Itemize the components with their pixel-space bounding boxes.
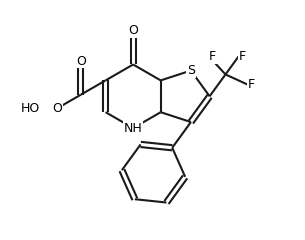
Text: NH: NH [124,122,142,135]
Text: O: O [128,24,138,37]
Text: S: S [187,64,195,77]
Text: HO: HO [21,102,40,115]
Text: F: F [239,50,246,63]
Text: F: F [209,50,216,63]
Text: O: O [76,55,86,68]
Text: F: F [248,78,255,91]
Text: O: O [52,102,62,115]
